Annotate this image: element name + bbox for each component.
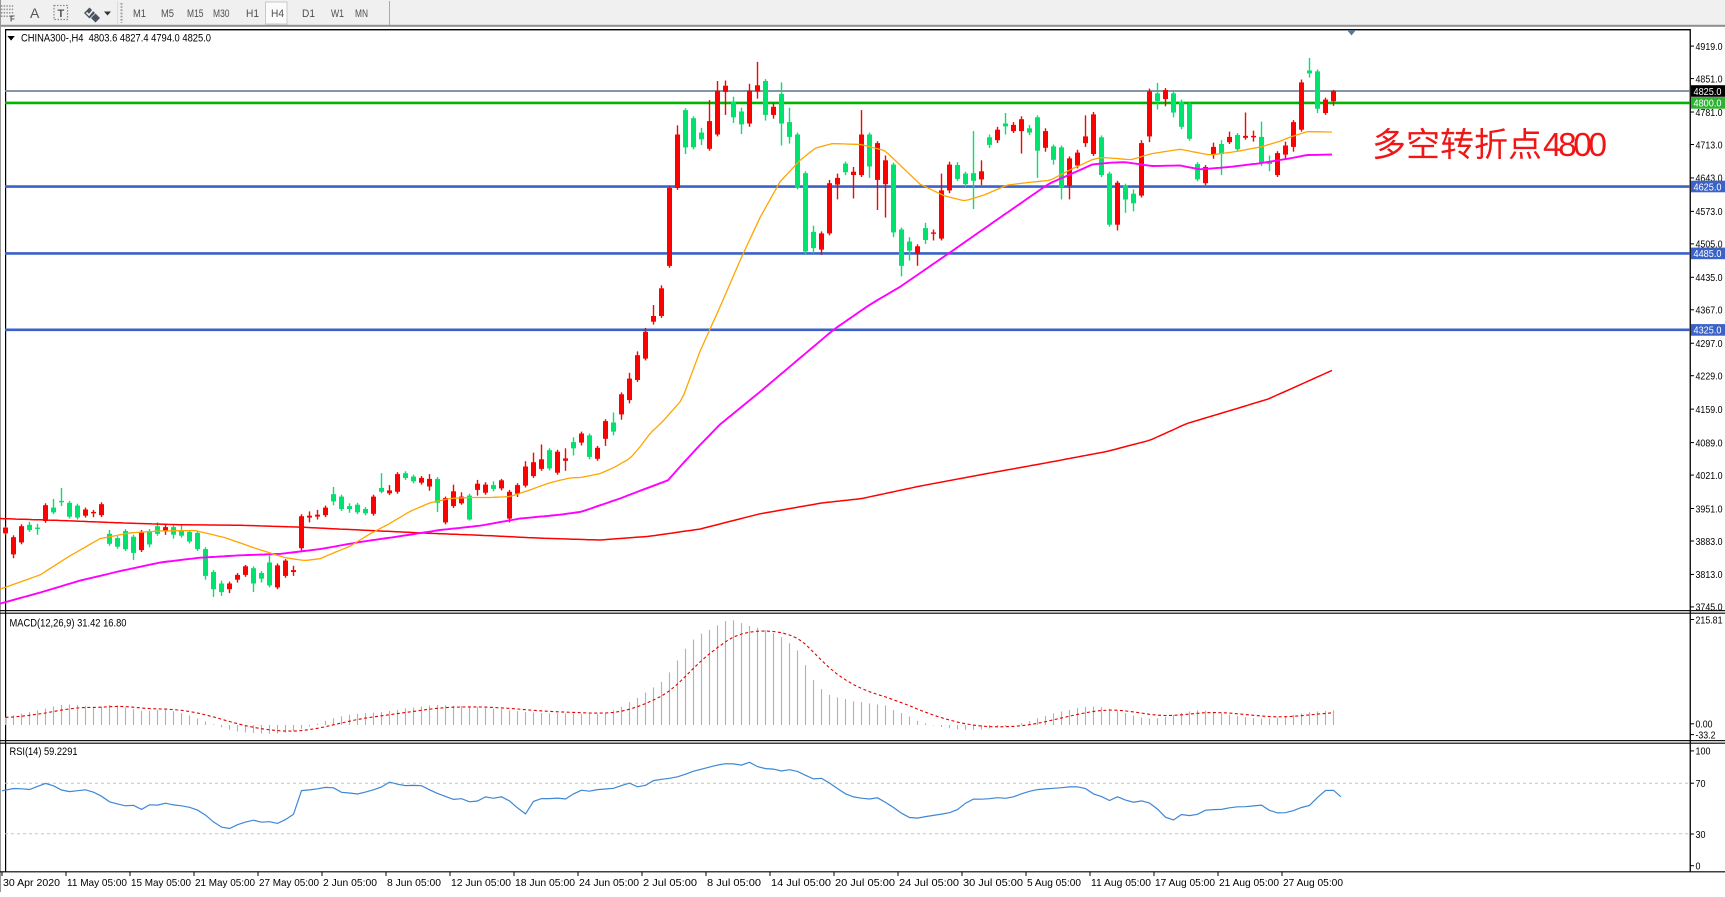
svg-text:3883.0: 3883.0 [1696, 536, 1723, 548]
svg-text:15 May 05:00: 15 May 05:00 [131, 877, 191, 889]
svg-text:27 May 05:00: 27 May 05:00 [259, 877, 319, 889]
svg-text:F: F [10, 15, 15, 24]
svg-text:4800: 4800 [1543, 127, 1607, 164]
svg-text:24 Jun 05:00: 24 Jun 05:00 [579, 877, 639, 889]
svg-text:30 Jul 05:00: 30 Jul 05:00 [963, 877, 1023, 889]
svg-text:MN: MN [355, 8, 368, 20]
svg-text:4089.0: 4089.0 [1696, 437, 1723, 449]
svg-text:MACD(12,26,9) 31.42 16.80: MACD(12,26,9) 31.42 16.80 [10, 618, 127, 630]
svg-text:M15: M15 [187, 8, 204, 20]
svg-text:4325.0: 4325.0 [1694, 325, 1722, 337]
svg-text:-33.2: -33.2 [1696, 729, 1716, 741]
svg-text:RSI(14) 59.2291: RSI(14) 59.2291 [10, 746, 78, 758]
svg-text:W1: W1 [331, 8, 344, 20]
svg-text:4229.0: 4229.0 [1696, 371, 1723, 383]
svg-text:2 Jun 05:00: 2 Jun 05:00 [323, 877, 377, 889]
svg-text:4800.0: 4800.0 [1694, 98, 1722, 110]
svg-text:T: T [58, 8, 65, 20]
svg-text:20 Jul 05:00: 20 Jul 05:00 [835, 877, 895, 889]
svg-text:3813.0: 3813.0 [1696, 569, 1723, 581]
svg-text:21 May 05:00: 21 May 05:00 [195, 877, 255, 889]
svg-text:H1: H1 [246, 8, 259, 20]
svg-text:5 Aug 05:00: 5 Aug 05:00 [1027, 877, 1081, 889]
svg-text:4159.0: 4159.0 [1696, 404, 1723, 416]
svg-text:M5: M5 [161, 8, 174, 20]
svg-text:3745.0: 3745.0 [1696, 602, 1723, 614]
svg-text:M1: M1 [133, 8, 146, 20]
svg-text:4573.0: 4573.0 [1696, 206, 1723, 218]
svg-text:8 Jun 05:00: 8 Jun 05:00 [387, 877, 441, 889]
svg-text:0: 0 [1696, 861, 1701, 873]
svg-text:24 Jul 05:00: 24 Jul 05:00 [899, 877, 959, 889]
svg-text:100: 100 [1696, 746, 1711, 758]
svg-text:4435.0: 4435.0 [1696, 272, 1723, 284]
svg-text:11 May 05:00: 11 May 05:00 [67, 877, 127, 889]
svg-text:18 Jun 05:00: 18 Jun 05:00 [515, 877, 575, 889]
svg-text:4485.0: 4485.0 [1694, 248, 1722, 260]
svg-text:27 Aug 05:00: 27 Aug 05:00 [1283, 877, 1343, 889]
svg-text:70: 70 [1696, 778, 1706, 790]
svg-text:D1: D1 [302, 8, 315, 20]
svg-text:8 Jul 05:00: 8 Jul 05:00 [707, 877, 761, 889]
svg-text:4367.0: 4367.0 [1696, 305, 1723, 317]
svg-text:14 Jul 05:00: 14 Jul 05:00 [771, 877, 831, 889]
svg-text:3951.0: 3951.0 [1696, 503, 1723, 515]
svg-text:30 Apr 2020: 30 Apr 2020 [3, 877, 60, 889]
svg-text:4713.0: 4713.0 [1696, 139, 1723, 151]
svg-text:4825.0: 4825.0 [1694, 86, 1722, 98]
svg-text:17 Aug 05:00: 17 Aug 05:00 [1155, 877, 1215, 889]
svg-text:4851.0: 4851.0 [1696, 73, 1723, 85]
svg-text:CHINA300-,H4 4803.6 4827.4 47: CHINA300-,H4 4803.6 4827.4 4794.0 4825.0 [21, 32, 211, 44]
svg-text:11 Aug 05:00: 11 Aug 05:00 [1091, 877, 1151, 889]
svg-text:H4: H4 [271, 8, 284, 20]
svg-text:0.00: 0.00 [1696, 719, 1713, 731]
svg-text:4021.0: 4021.0 [1696, 470, 1723, 482]
svg-text:30: 30 [1696, 829, 1706, 841]
svg-text:4625.0: 4625.0 [1694, 181, 1722, 193]
svg-text:2 Jul 05:00: 2 Jul 05:00 [643, 877, 697, 889]
svg-text:4781.0: 4781.0 [1696, 107, 1723, 119]
svg-text:4919.0: 4919.0 [1696, 41, 1723, 53]
svg-text:215.81: 215.81 [1696, 614, 1723, 626]
svg-text:M30: M30 [213, 8, 230, 20]
svg-text:A: A [30, 5, 40, 21]
svg-text:21 Aug 05:00: 21 Aug 05:00 [1219, 877, 1279, 889]
svg-text:12 Jun 05:00: 12 Jun 05:00 [451, 877, 511, 889]
svg-text:4297.0: 4297.0 [1696, 338, 1723, 350]
